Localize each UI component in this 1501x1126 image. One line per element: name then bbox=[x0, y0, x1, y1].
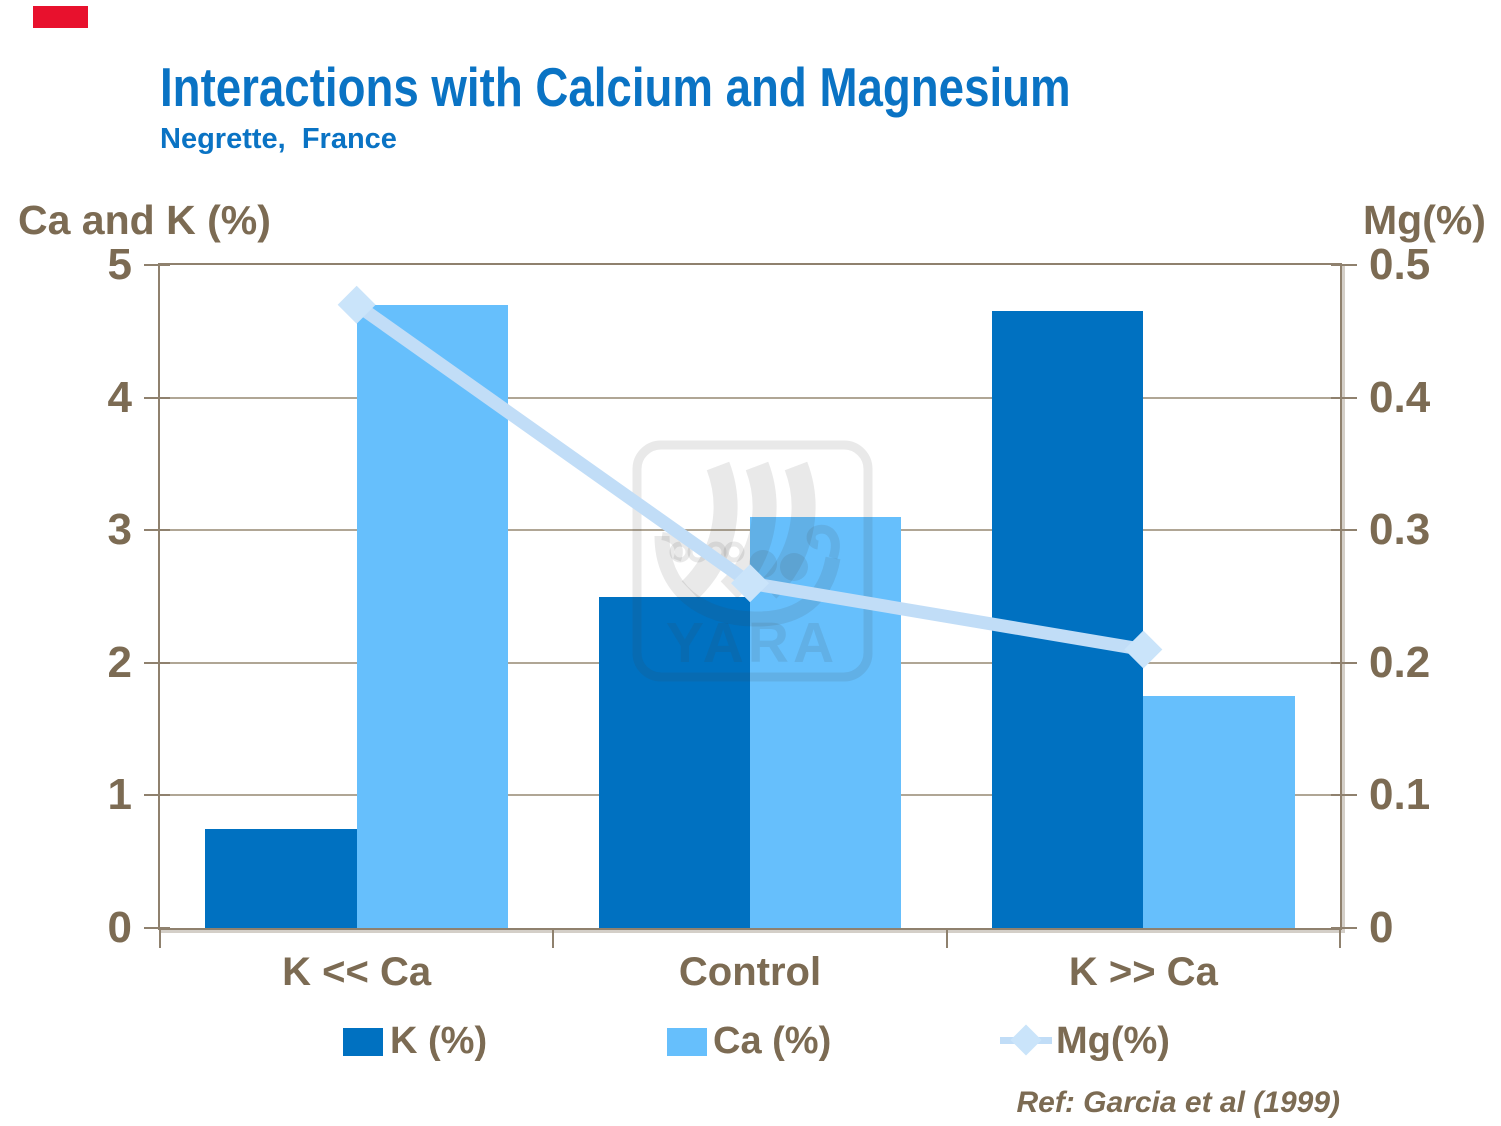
legend-label-k: K (%) bbox=[390, 1020, 488, 1062]
category-label: K >> Ca bbox=[1068, 950, 1218, 994]
secondary-axis-tick-label: 0 bbox=[1369, 903, 1394, 952]
x-axis-tick bbox=[159, 928, 161, 948]
secondary-axis-tick-label: 0.4 bbox=[1369, 372, 1431, 422]
sail-icon bbox=[759, 461, 816, 599]
mg-line-layer bbox=[337, 285, 1163, 669]
logo-block bbox=[33, 6, 88, 28]
mg-marker-diamond bbox=[337, 285, 376, 324]
legend-label-mg: Mg(%) bbox=[1056, 1020, 1170, 1062]
plot-area-frame bbox=[158, 263, 1342, 930]
mg-marker-diamond bbox=[1124, 630, 1163, 669]
category-label: K << Ca bbox=[282, 950, 432, 994]
legend-swatch-k bbox=[343, 1028, 383, 1056]
y-axis-tick-label: 0 bbox=[107, 903, 132, 952]
shield-icon bbox=[669, 541, 691, 563]
category-label: Control bbox=[678, 950, 822, 994]
y-axis-tick-label: 1 bbox=[107, 770, 132, 820]
y-axis-tick-label: 5 bbox=[107, 240, 132, 289]
chart-title: Interactions with Calcium and Magnesium bbox=[160, 56, 1071, 118]
secondary-axis-tick-label: 0.3 bbox=[1369, 505, 1431, 555]
x-axis-tick bbox=[1339, 928, 1341, 948]
left-axis-title: Ca and K (%) bbox=[18, 197, 271, 243]
secondary-axis-tick-label: 0.5 bbox=[1369, 240, 1431, 289]
secondary-axis-tick-label: 0.2 bbox=[1369, 637, 1431, 687]
watermark-text: YARA bbox=[666, 611, 838, 675]
sail-icon bbox=[681, 461, 738, 599]
watermark-frame bbox=[632, 440, 873, 682]
y-axis-tick-label: 4 bbox=[107, 372, 132, 422]
secondary-axis-tick-label: 0.1 bbox=[1369, 770, 1431, 820]
right-axis-title: Mg(%) bbox=[1363, 197, 1486, 243]
legend-swatch-ca bbox=[667, 1028, 707, 1056]
legend-label-ca: Ca (%) bbox=[713, 1020, 832, 1062]
x-axis-tick bbox=[945, 928, 948, 948]
reference-text: Ref: Garcia et al (1999) bbox=[1016, 1086, 1340, 1119]
dragon-head-icon bbox=[806, 524, 840, 560]
chart-subtitle: Negrette, France bbox=[160, 123, 397, 155]
legend-diamond-icon bbox=[1010, 1024, 1042, 1056]
x-axis-tick bbox=[552, 928, 555, 948]
mg-marker-diamond bbox=[731, 564, 769, 603]
y-axis-tick-label: 3 bbox=[107, 505, 132, 555]
shield-icon bbox=[723, 541, 745, 563]
y-axis-tick-label: 2 bbox=[107, 637, 132, 687]
ship-tail-icon bbox=[661, 532, 683, 562]
shield-icon bbox=[780, 553, 808, 581]
